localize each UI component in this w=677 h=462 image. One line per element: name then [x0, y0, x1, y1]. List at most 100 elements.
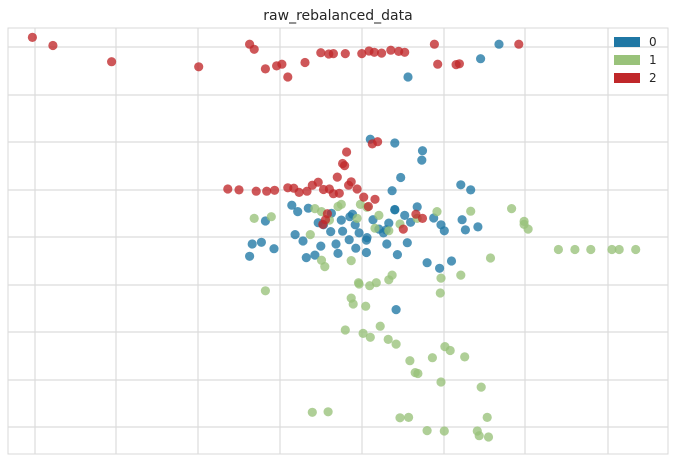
data-point-class-2 — [342, 147, 352, 157]
data-point-class-0 — [439, 226, 449, 236]
data-point-class-2 — [369, 47, 379, 57]
legend-swatch-1 — [614, 55, 640, 65]
data-point-class-1 — [553, 244, 564, 255]
data-point-class-2 — [318, 219, 328, 229]
data-point-class-1 — [472, 426, 482, 436]
data-point-class-1 — [365, 332, 375, 342]
data-point-class-2 — [367, 139, 377, 149]
data-point-class-1 — [485, 253, 496, 263]
data-point-class-0 — [298, 236, 308, 246]
data-point-class-1 — [346, 256, 356, 266]
data-point-class-1 — [336, 199, 346, 209]
data-point-class-1 — [404, 412, 414, 422]
data-point-class-2 — [332, 172, 342, 182]
data-point-class-2 — [340, 49, 350, 59]
data-point-class-1 — [340, 325, 350, 335]
data-point-class-1 — [436, 377, 446, 387]
data-point-class-0 — [331, 239, 341, 249]
data-point-class-1 — [249, 213, 259, 223]
data-point-class-0 — [287, 200, 297, 210]
data-point-class-0 — [338, 226, 348, 236]
data-point-class-0 — [316, 241, 326, 251]
data-point-class-2 — [398, 224, 408, 234]
data-point-class-2 — [386, 45, 396, 55]
data-points — [27, 32, 641, 442]
legend-label-2: 2 — [649, 71, 657, 85]
data-point-class-0 — [336, 215, 346, 225]
data-point-class-1 — [310, 204, 320, 214]
data-point-class-2 — [433, 59, 443, 69]
data-point-class-2 — [400, 47, 410, 57]
data-point-class-1 — [371, 278, 381, 288]
data-point-class-2 — [294, 187, 304, 197]
data-point-class-2 — [338, 158, 348, 169]
data-point-class-1 — [391, 339, 401, 349]
data-point-class-1 — [395, 413, 405, 423]
data-point-class-2 — [262, 186, 272, 196]
data-point-class-1 — [375, 321, 385, 331]
data-point-class-1 — [460, 352, 470, 362]
data-point-class-1 — [445, 345, 455, 356]
data-point-class-0 — [345, 212, 355, 222]
data-point-class-1 — [507, 204, 517, 214]
data-point-class-1 — [384, 226, 394, 236]
data-point-class-1 — [405, 356, 415, 366]
data-point-class-0 — [301, 253, 311, 263]
data-point-class-0 — [269, 244, 279, 254]
data-point-class-2 — [302, 186, 312, 196]
chart-title: raw_rebalanced_data — [263, 8, 412, 24]
data-point-class-2 — [316, 48, 326, 58]
data-point-class-1 — [482, 412, 492, 422]
data-point-class-0 — [256, 237, 266, 247]
data-point-class-0 — [391, 305, 401, 315]
data-point-class-0 — [361, 247, 371, 258]
data-point-class-1 — [435, 288, 445, 298]
data-point-class-1 — [631, 244, 641, 255]
data-point-class-1 — [374, 210, 384, 220]
data-point-class-1 — [436, 273, 446, 283]
data-point-class-2 — [370, 194, 380, 204]
data-point-class-1 — [358, 328, 368, 338]
data-point-class-1 — [483, 432, 494, 442]
data-point-class-2 — [251, 186, 261, 196]
data-point-class-0 — [435, 263, 445, 273]
data-point-class-2 — [234, 185, 244, 195]
data-point-class-2 — [107, 57, 117, 67]
data-point-class-1 — [427, 353, 437, 363]
data-point-class-0 — [245, 251, 255, 261]
data-point-class-2 — [283, 72, 293, 82]
data-point-class-2 — [363, 201, 373, 212]
data-point-class-1 — [387, 270, 397, 280]
data-point-class-2 — [313, 177, 323, 187]
data-point-class-2 — [411, 209, 421, 219]
data-point-class-0 — [400, 210, 410, 220]
data-point-class-2 — [300, 57, 310, 68]
legend-swatch-2 — [614, 73, 640, 83]
data-point-class-1 — [614, 244, 624, 255]
data-point-class-1 — [523, 224, 533, 234]
data-point-class-1 — [466, 206, 476, 216]
data-point-class-0 — [456, 180, 466, 190]
data-point-class-2 — [377, 48, 387, 58]
data-point-class-0 — [403, 72, 413, 82]
data-point-class-1 — [354, 279, 364, 289]
data-point-class-2 — [357, 49, 367, 59]
data-point-class-2 — [249, 44, 259, 54]
data-point-class-0 — [460, 225, 470, 235]
data-point-class-1 — [456, 270, 466, 280]
data-point-class-0 — [476, 54, 486, 64]
data-point-class-0 — [390, 138, 400, 148]
data-point-class-1 — [323, 407, 333, 417]
data-point-class-0 — [310, 250, 320, 260]
data-point-class-1 — [260, 286, 270, 296]
legend-label-1: 1 — [649, 53, 657, 67]
data-point-class-1 — [586, 244, 596, 255]
data-point-class-1 — [413, 368, 423, 379]
data-point-class-0 — [457, 215, 467, 225]
data-point-class-1 — [432, 207, 442, 217]
data-point-class-0 — [417, 146, 428, 156]
data-point-class-0 — [494, 39, 504, 49]
data-point-class-2 — [194, 62, 204, 72]
data-point-class-2 — [417, 213, 428, 223]
data-point-class-1 — [320, 262, 330, 272]
